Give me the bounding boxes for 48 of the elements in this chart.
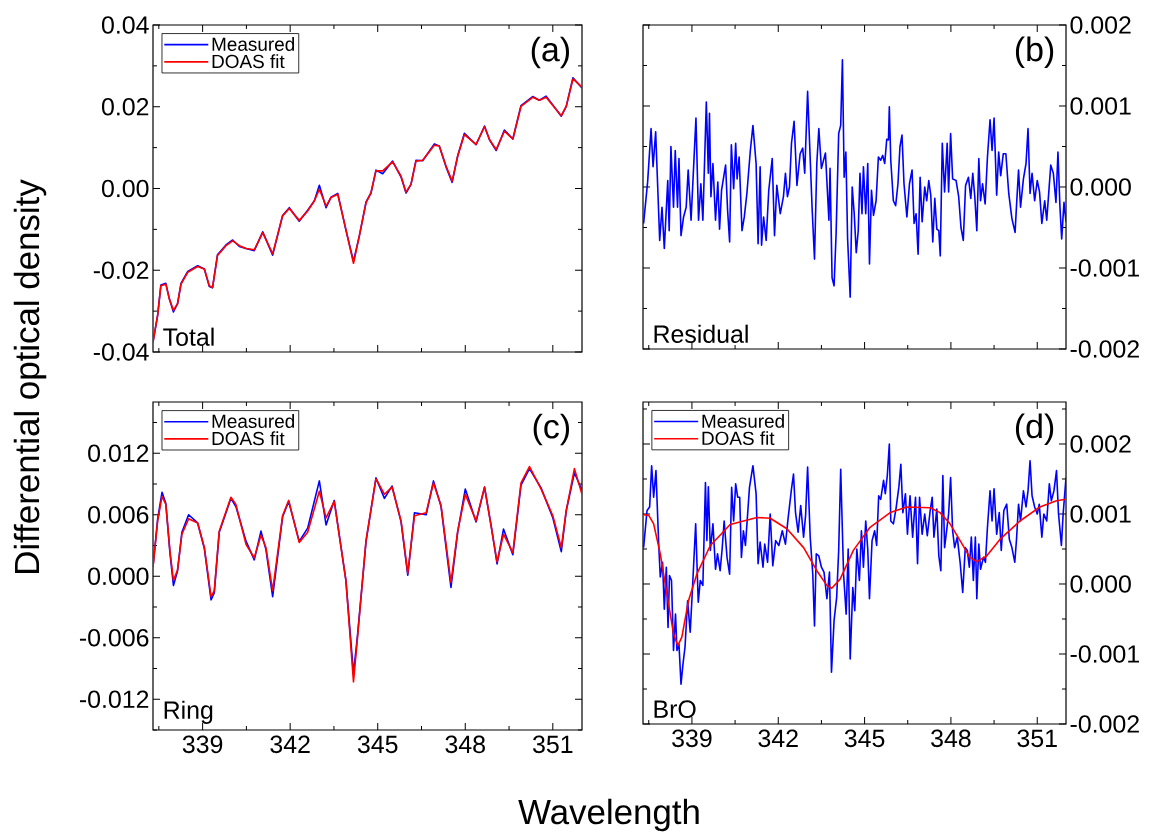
y-tick-label: -0.02 <box>93 261 149 280</box>
y-tick-label: -0.006 <box>79 628 149 647</box>
x-tick-label: 351 <box>533 735 573 754</box>
annotation: Total <box>163 327 214 346</box>
y2-tick-label: 0.002 <box>1070 16 1131 34</box>
y2-tick-label: -0.001 <box>1070 259 1139 277</box>
y-tick-label: 0.00 <box>101 179 149 198</box>
y-tick-label: 0.04 <box>101 16 149 34</box>
y2-tick-label: 0.001 <box>1070 97 1131 115</box>
y2-tick-label: 0.001 <box>1070 505 1131 523</box>
x-tick-label: 351 <box>1017 729 1057 748</box>
annotation: (b) <box>1015 36 1054 69</box>
y2-tick-label: -0.002 <box>1070 340 1139 358</box>
legend-label: Measured <box>212 414 295 428</box>
legend-label: DOAS fit <box>702 431 775 446</box>
x-tick-label: 339 <box>672 729 712 748</box>
x-tick-label: 345 <box>844 729 885 748</box>
annotation: Residual <box>654 324 748 343</box>
annotation: BrO <box>654 700 696 719</box>
x-tick-label: 342 <box>270 735 310 754</box>
y-axis-title: Differential optical density <box>13 179 47 573</box>
y-tick-label: 0.012 <box>88 444 149 463</box>
x-tick-label: 348 <box>931 729 971 748</box>
y-tick-label: 0.000 <box>88 567 149 586</box>
x-tick-label: 339 <box>182 735 223 754</box>
x-tick-label: 345 <box>357 735 398 754</box>
y2-tick-label: -0.002 <box>1070 715 1139 733</box>
line-series <box>643 443 1067 685</box>
annotation: Ring <box>164 700 213 724</box>
annotation: (c) <box>533 413 569 446</box>
x-tick-label: 348 <box>445 735 485 754</box>
y2-tick-label: 0.002 <box>1070 435 1131 453</box>
y-tick-label: 0.02 <box>101 97 149 116</box>
y-tick-label: -0.04 <box>93 343 149 361</box>
line-series <box>643 498 1067 647</box>
annotation: (d) <box>1015 413 1054 446</box>
y2-tick-label: 0.000 <box>1070 178 1131 196</box>
legend-label: Measured <box>702 413 784 428</box>
legend-label: DOAS fit <box>212 54 285 69</box>
y-tick-label: 0.006 <box>88 505 149 524</box>
x-tick-label: 342 <box>758 729 798 748</box>
legend-label: Measured <box>212 37 295 51</box>
x-axis-title: Wavelength <box>518 798 699 832</box>
y2-tick-label: 0.000 <box>1070 575 1131 593</box>
annotation: (a) <box>531 36 569 69</box>
legend-label: DOAS fit <box>212 431 285 446</box>
y-tick-label: -0.012 <box>79 690 149 709</box>
y2-tick-label: -0.001 <box>1070 645 1139 663</box>
